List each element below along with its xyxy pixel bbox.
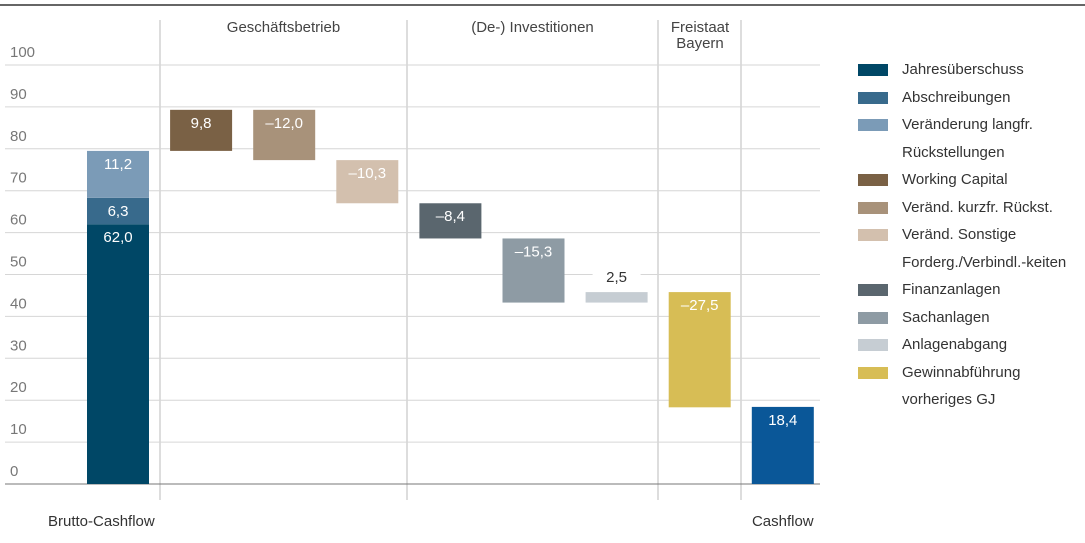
bar xyxy=(336,160,399,204)
data-label: 6,3 xyxy=(108,203,129,220)
data-label: 62,0 xyxy=(103,229,132,246)
y-tick-label: 20 xyxy=(10,379,27,396)
y-tick-label: 0 xyxy=(10,463,18,480)
legend-label: Finanzanlagen xyxy=(902,281,1001,298)
legend-item: Abschreibungen xyxy=(858,84,1080,112)
bar xyxy=(253,109,316,161)
data-label: 9,8 xyxy=(191,115,212,132)
legend-label: Gewinnabführung vorheriges GJ xyxy=(902,363,1021,409)
legend-item: Gewinnabführung vorheriges GJ xyxy=(858,359,1080,414)
legend-item: Working Capital xyxy=(858,166,1080,194)
legend-label: Sachanlagen xyxy=(902,308,990,326)
legend-label: Working Capital xyxy=(902,171,1008,188)
y-tick-label: 30 xyxy=(10,337,27,354)
legend-item: Finanzanlagen xyxy=(858,276,1080,304)
legend-item: Veränd. kurzfr. Rückst. xyxy=(858,194,1080,222)
bar xyxy=(170,109,233,151)
data-label: 11,2 xyxy=(104,156,132,173)
y-tick-label: 40 xyxy=(10,295,27,312)
legend-swatch xyxy=(858,284,888,296)
y-tick-label: 50 xyxy=(10,253,27,270)
bar xyxy=(87,150,149,198)
bar xyxy=(585,292,648,303)
x-tick-label: Cashflow xyxy=(752,513,814,530)
legend-swatch xyxy=(858,366,888,379)
legend-item: Veränderung langfr. Rückstellungen xyxy=(858,111,1080,166)
y-tick-label: 10 xyxy=(10,421,27,438)
legend-swatch xyxy=(858,174,888,186)
legend-label: Veränd. kurzfr. Rückst. xyxy=(902,198,1053,216)
legend-swatch xyxy=(858,201,888,214)
y-tick-label: 100 xyxy=(10,44,35,61)
data-label: –27,5 xyxy=(681,297,719,314)
group-label: Geschäftsbetrieb xyxy=(226,19,341,36)
legend-item: Anlagenabgang xyxy=(858,331,1080,359)
group-label: (De-) Investitionen xyxy=(471,19,594,36)
legend-item: Veränd. Sonstige Forderg./Verbindl.-keit… xyxy=(858,221,1080,276)
data-label: 18,4 xyxy=(768,412,797,429)
legend-item: Sachanlagen xyxy=(858,304,1080,332)
bar xyxy=(751,406,814,484)
y-tick-label: 60 xyxy=(10,212,27,229)
legend-swatch xyxy=(858,311,888,324)
group-label: Freistaat Bayern xyxy=(670,19,730,52)
legend-swatch xyxy=(858,339,888,351)
bar xyxy=(502,238,565,303)
data-label: –15,3 xyxy=(515,243,553,260)
y-tick-label: 80 xyxy=(10,128,27,145)
label-bg xyxy=(592,266,641,289)
x-tick-label: Brutto-Cashflow xyxy=(48,513,155,530)
legend-label: Veränd. Sonstige Forderg./Verbindl.-keit… xyxy=(902,226,1067,271)
legend-item: Jahresüberschuss xyxy=(858,56,1080,84)
legend-label: Veränderung langfr. Rückstellungen xyxy=(902,116,1033,161)
legend-label: Anlagenabgang xyxy=(902,336,1008,353)
data-label: 2,5 xyxy=(606,269,627,286)
legend-label: Abschreibungen xyxy=(902,88,1011,106)
legend-label: Jahresüberschuss xyxy=(902,61,1024,78)
y-tick-label: 90 xyxy=(10,86,27,103)
bar xyxy=(87,197,149,225)
y-tick-label: 70 xyxy=(10,170,27,187)
data-label: –10,3 xyxy=(349,165,387,182)
data-label: –12,0 xyxy=(265,115,303,132)
legend-swatch xyxy=(858,229,888,241)
legend-swatch xyxy=(858,119,888,131)
legend-swatch xyxy=(858,91,888,104)
legend-swatch xyxy=(858,64,888,76)
data-label: –8,4 xyxy=(436,208,465,225)
legend: Jahresüberschuss Abschreibungen Veränderun… xyxy=(858,56,1080,414)
bar xyxy=(668,292,731,408)
bar xyxy=(419,203,482,239)
bar xyxy=(87,224,149,484)
